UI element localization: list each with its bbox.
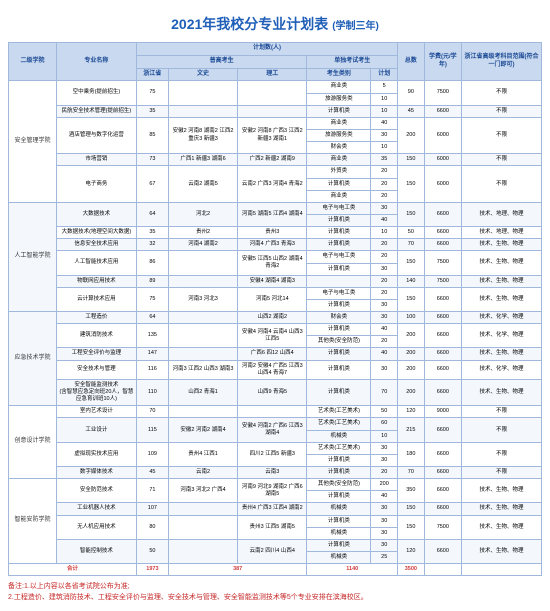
table-row: 安全技术与管理116河南3 江西2 山西3 湖南3河南2 安徽4 广西5 江西3… xyxy=(9,360,542,379)
table-row: 工业设计115安徽2 河南2 湖南4安徽4 河南2 广西6 江西3 湖南4艺术类… xyxy=(9,418,542,430)
table-row: 信息安全技术应用32河南4 湖南2河南4 广西3 青海3计算机类20706600… xyxy=(9,239,542,251)
table-body: 安全管理学院空中乘务(提前招生)75商业类5907500不限旅游服务类10民航安… xyxy=(9,81,542,576)
table-header: 二级学院 专业名称 计划数(人) 总数 学费(元/学年) 浙江省高级考科目范围(… xyxy=(9,43,542,81)
table-row: 市场营销73广西1 新疆3 湖南6广西2 新疆2 湖南9商业类351506000… xyxy=(9,154,542,166)
table-row: 虚拟现实技术应用109贵州4 江西1四川2 江西5 新疆3艺术类(工艺美术)30… xyxy=(9,442,542,454)
table-row: 安全管理学院空中乘务(提前招生)75商业类5907500不限 xyxy=(9,81,542,93)
page-title: 2021年我校分专业计划表 (学制三年) xyxy=(8,14,542,34)
table-row: 创意设计学院室内艺术设计70艺术类(工艺美术)501209000不限 xyxy=(9,406,542,418)
table-row: 应急技术学院工程造价64山西2 湖南2财会类301006600技术、化学、物理 xyxy=(9,312,542,324)
table-row: 大数据技术(地理空间大数据)35贵州2贵州3计算机类10506600技术、地理、… xyxy=(9,227,542,239)
table-row: 物联网应用技术89安徽4 湖南4 湖南3201407500技术、生物、物理 xyxy=(9,275,542,287)
table-row: 无人机应用技术80贵州3 江西5 湖南5计算机类301507500技术、生物、物… xyxy=(9,515,542,527)
table-row: 智能控制技术50云南2 四川4 山西4计算机类301206600技术、生物、物理 xyxy=(9,539,542,551)
table-row: 酒店管理与数字化运营85安徽2 河南8 湖南2 江西2 重庆3 新疆3安徽2 河… xyxy=(9,117,542,129)
plan-table: 二级学院 专业名称 计划数(人) 总数 学费(元/学年) 浙江省高级考科目范围(… xyxy=(8,42,542,576)
table-row: 人工智能学院大数据技术64河北2河南5 湖南5 江西4 湖南4电子与电工类301… xyxy=(9,202,542,214)
table-row: 数字媒体技术45云南2云南3计算机类20706600不限 xyxy=(9,467,542,479)
table-row: 工业机器人技术107贵州4 广西3 江西4 湖南2机械类301506600技术、… xyxy=(9,503,542,515)
sum-row: 合计197338711403500 xyxy=(9,564,542,576)
table-row: 人工智能技术应用86安徽5 江西5 山西2 湖南4 青海2电子与电工类20150… xyxy=(9,251,542,263)
table-row: 建筑消防技术135安徽4 河南4 云南4 山西3 江西5计算机类40200660… xyxy=(9,324,542,336)
table-row: 电子商务67云南2 湖南5云南2 广西3 河南4 青海2外贸类201506000… xyxy=(9,166,542,178)
footnotes: 备注:1.以上内容以各省考试院公布为准; 2.工程造价、建筑消防技术、工程安全评… xyxy=(8,582,542,603)
table-row: 工程安全评价与监理147广西6 四12 山西4计算机类402006600技术、生… xyxy=(9,348,542,360)
table-row: 智能安防学院安全防范技术71河南3 河北2 广西4河南9 河北9 湖南2 广西6… xyxy=(9,479,542,491)
table-row: 安全智能监测技术(含智慧应急定向班20人，智慧应急育训班10人)110山西2 青… xyxy=(9,379,542,405)
table-row: 民航安全技术管理(提前招生)35计算机类10456600不限 xyxy=(9,105,542,117)
table-row: 云计算技术应用75河南3 河北3河南5 河北14电子与电工类201506600技… xyxy=(9,287,542,299)
